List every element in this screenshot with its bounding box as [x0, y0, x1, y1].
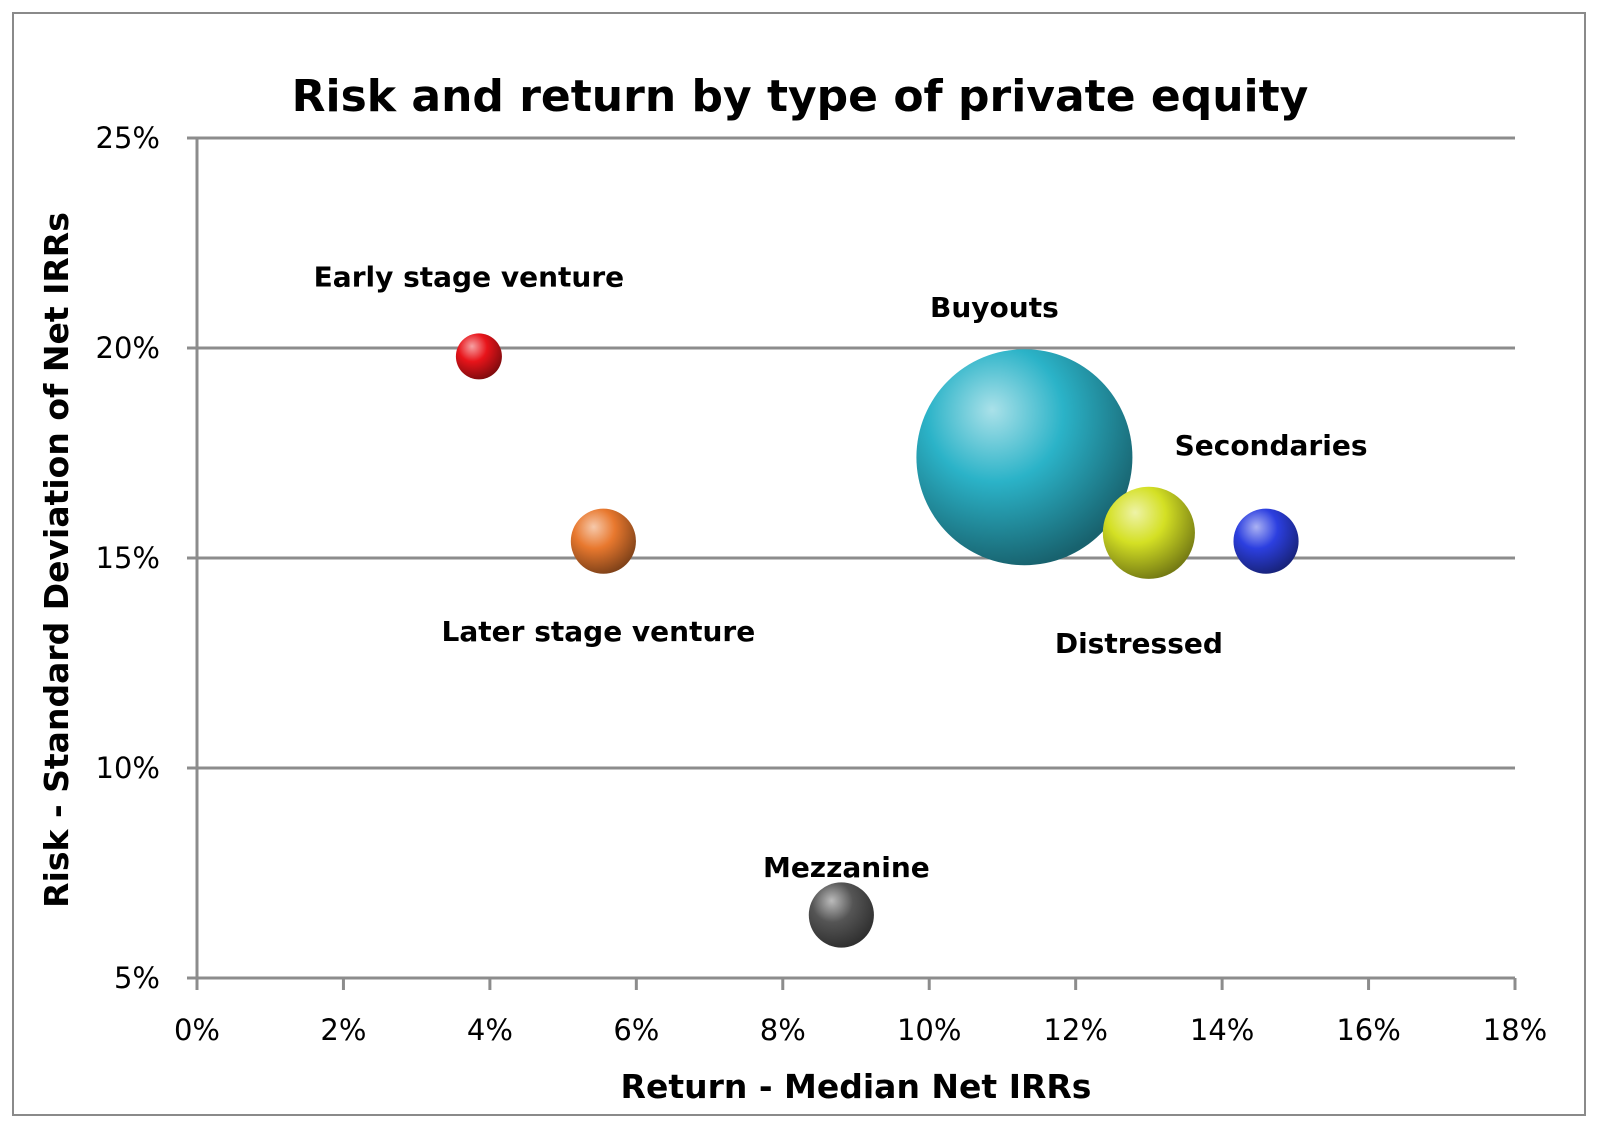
- x-tick-label: 12%: [1043, 1013, 1107, 1047]
- x-tick-label: 4%: [467, 1013, 513, 1047]
- x-tick-label: 18%: [1483, 1013, 1547, 1047]
- x-axis-title: Return - Median Net IRRs: [621, 1067, 1092, 1106]
- y-tick-label: 20%: [96, 331, 160, 365]
- x-tick-label: 16%: [1336, 1013, 1400, 1047]
- x-tick-label: 8%: [760, 1013, 806, 1047]
- gridlines: [197, 136, 1515, 770]
- axes: 5% 10% 15% 20% 25% 0% 2% 4% 6% 8% 10% 12% 14% 16% 18%: [96, 121, 1548, 1047]
- x-tick-label: 6%: [613, 1013, 659, 1047]
- x-tick-label: 14%: [1190, 1013, 1254, 1047]
- bubbles: [455, 333, 1299, 948]
- chart-title: Risk and return by type of private equit…: [292, 71, 1309, 122]
- bubble-label-early-stage-venture: Early stage venture: [314, 260, 624, 293]
- bubble-mezzanine: [808, 882, 874, 948]
- bubble-secondaries: [1233, 508, 1299, 574]
- bubble-buyouts: [916, 349, 1133, 566]
- x-tick-label: 10%: [897, 1013, 961, 1047]
- bubble-label-buyouts: Buyouts: [930, 291, 1059, 324]
- x-tick-label: 0%: [174, 1013, 220, 1047]
- y-tick-label: 25%: [96, 121, 160, 155]
- bubble-early-stage-venture: [455, 333, 502, 380]
- y-tick-label: 5%: [114, 961, 160, 995]
- y-axis-title: Risk - Standard Deviation of Net IRRs: [37, 212, 76, 908]
- bubble-label-secondaries: Secondaries: [1175, 429, 1368, 462]
- bubble-label-mezzanine: Mezzanine: [763, 851, 930, 884]
- bubble-label-later-stage-venture: Later stage venture: [442, 615, 756, 648]
- bubble-labels: Early stage venture Later stage venture Bu…: [314, 260, 1368, 884]
- y-tick-label: 10%: [96, 751, 160, 785]
- bubble-later-stage-venture: [570, 508, 636, 574]
- chart-frame: [12, 12, 1586, 1116]
- bubble-distressed: [1102, 486, 1195, 579]
- bubble-label-distressed: Distressed: [1055, 627, 1223, 660]
- y-tick-label: 15%: [96, 541, 160, 575]
- x-tick-label: 2%: [320, 1013, 366, 1047]
